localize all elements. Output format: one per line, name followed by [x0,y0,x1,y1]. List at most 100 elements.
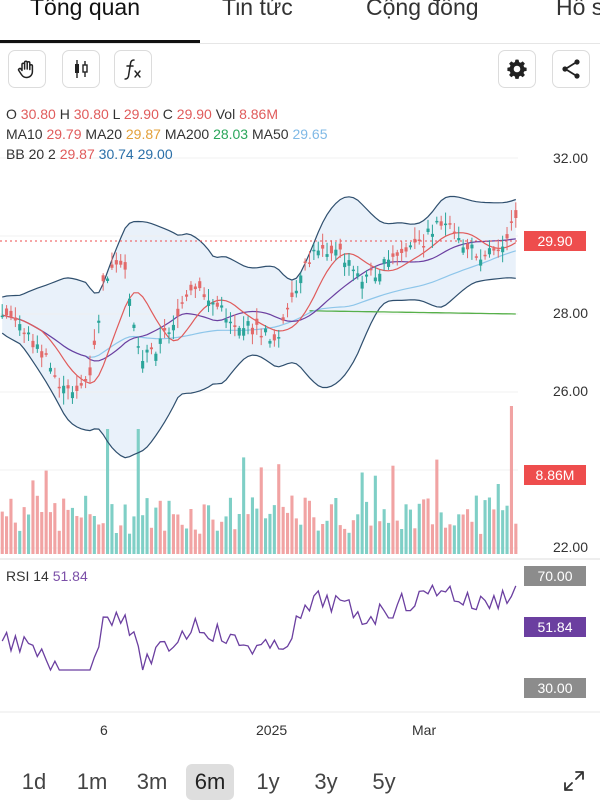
candle-body [106,278,110,281]
volume-bar [343,528,347,554]
candle-body [48,367,52,372]
candle-body [114,260,118,265]
candle-body [417,239,421,241]
candle-body [395,252,399,256]
price-chart[interactable]: O 30.80 H 30.80 L 29.90 C 29.90 Vol 8.86… [0,94,600,716]
candle-body [479,259,483,266]
candle-body [382,259,386,264]
candle-body [435,220,439,223]
volume-bar [202,504,206,554]
volume-bar [492,509,496,554]
rsi-value-tag: 51.84 [524,617,586,637]
candle-body [13,317,17,321]
volume-bar [316,530,320,554]
volume-bar [48,512,52,554]
volume-bar [228,497,232,554]
range-5y-button[interactable]: 5y [372,769,396,794]
candle-body [444,223,448,226]
candle-body [316,250,320,256]
rsi-line [1,583,517,672]
hand-tool-button[interactable] [8,50,46,88]
candle-body [457,238,461,241]
tab-overview[interactable]: Tổng quan [30,0,140,20]
candle-body [22,332,26,335]
volume-bar [27,514,31,554]
tab-news[interactable]: Tin tức [222,0,293,20]
ma-legend: MA10 29.79 MA20 29.87 MA200 28.03 MA50 2… [6,126,328,142]
candle-body [264,328,268,333]
volume-bar [408,509,412,554]
volume-bar [9,498,13,554]
expand-icon [564,771,584,791]
volume-bar [338,525,342,554]
volume-bar [457,514,461,554]
indicators-button[interactable] [114,50,152,88]
candle-body [79,383,83,386]
range-1d-button[interactable]: 1d [21,769,47,794]
range-1m-button[interactable]: 1m [76,769,108,794]
bollinger-lower-line [1,277,516,459]
settings-button[interactable] [498,50,536,88]
volume-bar [321,524,325,554]
range-3m-button[interactable]: 3m [136,769,168,794]
candle-body [387,259,391,267]
volume-bar [505,505,509,554]
candle-body [211,302,215,305]
volume-bar [70,507,74,554]
candle-body [119,260,123,265]
candle-body [136,346,140,348]
fullscreen-button[interactable] [562,769,586,798]
volume-bar [329,504,333,554]
range-1y-button[interactable]: 1y [256,769,280,794]
share-button[interactable] [552,50,590,88]
volume-bar [487,497,491,554]
volume-tag: 8.86M [524,465,586,485]
candle-body [408,245,412,248]
volume-bar [167,500,171,554]
candle-body [237,327,241,336]
x-axis-label: Mar [412,722,437,738]
candle-body [132,324,136,328]
volume-bar [426,498,430,554]
x-axis-label: 6 [100,722,108,738]
candle-body [27,332,31,335]
current-price-tag: 29.90 [524,231,586,251]
candle-body [452,231,456,234]
range-3y-button[interactable]: 3y [314,769,338,794]
candle-body [40,351,44,358]
chart-toolbar [0,48,600,90]
volume-bar [448,524,452,554]
volume-bar [211,519,215,554]
volume-bar [395,520,399,554]
candle-body [228,321,232,324]
volume-bar [31,480,35,554]
candle-body [123,262,127,270]
volume-bar [163,530,167,554]
volume-bar [479,533,483,554]
chart-type-button[interactable] [62,50,100,88]
candle-body [5,308,9,316]
volume-bar [312,517,316,554]
candle-body [167,332,171,334]
volume-bar [233,529,237,554]
volume-bar [509,406,513,554]
volume-bar [356,514,360,554]
chart-canvas[interactable] [0,94,600,716]
volume-bar [351,520,355,554]
volume-bar [180,524,184,554]
tab-community[interactable]: Cộng đồng [366,0,479,20]
candle-body [158,338,162,344]
candle-body [141,361,145,369]
tab-profile[interactable]: Hồ s [556,0,600,20]
candle-body [110,264,114,268]
range-6m-button[interactable]: 6m [186,764,234,800]
candle-body [312,249,316,252]
candle-body [461,247,465,253]
volume-bar [22,507,26,554]
volume-bar [461,514,465,554]
volume-bar [220,521,224,554]
volume-bar [132,516,136,554]
candle-body [97,320,101,323]
candle-body [101,275,105,282]
volume-bar [294,518,298,554]
